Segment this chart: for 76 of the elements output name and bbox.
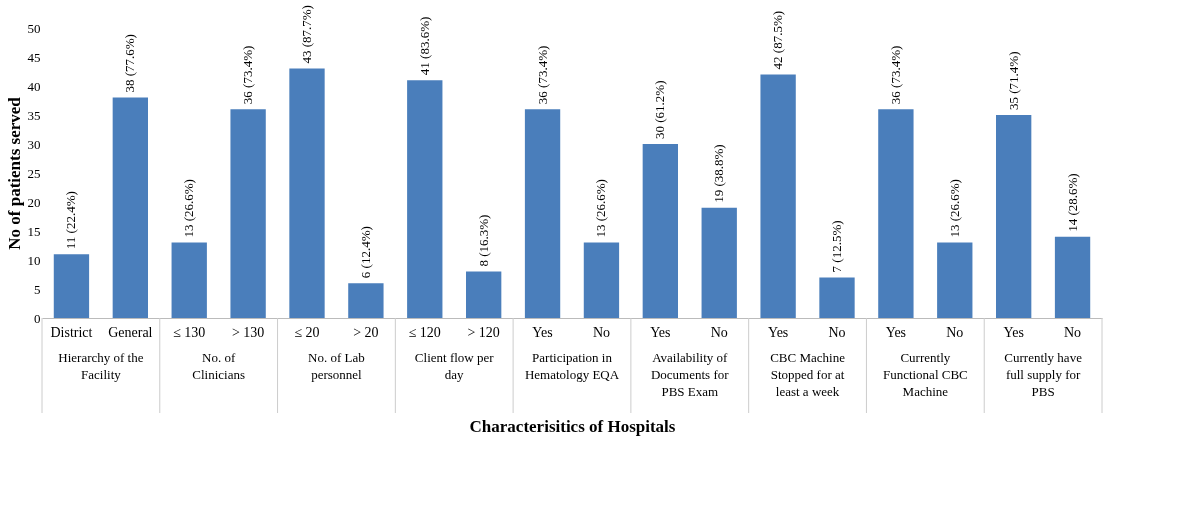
y-tick-label: 5 xyxy=(34,281,41,297)
data-label: 36 (73.4%) xyxy=(534,45,550,105)
data-label: 36 (73.4%) xyxy=(887,45,903,105)
text: No. of Clinicians xyxy=(192,350,246,382)
y-tick-label: 25 xyxy=(27,165,41,181)
y-tick-label: 35 xyxy=(27,107,41,123)
data-label: 19 (38.8%) xyxy=(711,144,727,203)
bar xyxy=(53,254,90,318)
data-label: 43 (87.7%) xyxy=(299,5,314,64)
y-tick-label: 15 xyxy=(27,223,41,239)
x-axis-title: Characterisitics of Hospitals xyxy=(469,416,676,436)
x-tick-label: ≤ 130 xyxy=(173,325,206,340)
x-tick-label: ≤ 20 xyxy=(294,325,320,340)
text: Currently have full supply for PBS xyxy=(1004,350,1083,399)
bar xyxy=(1054,236,1091,318)
data-label: 36 (73.4%) xyxy=(240,45,256,105)
y-tick-label: 45 xyxy=(27,49,41,65)
bar xyxy=(171,242,207,318)
text: Currently Functional CBC Machine xyxy=(882,350,968,399)
text: Hierarchy of the Facility xyxy=(58,350,144,382)
bar xyxy=(760,74,796,318)
bar xyxy=(878,109,914,318)
data-label: 7 (12.5%) xyxy=(829,220,844,273)
text: Availability of Documents for PBS Exam xyxy=(650,350,730,399)
x-tick-label: Yes xyxy=(532,325,553,340)
bar xyxy=(642,144,678,318)
data-label: 30 (61.2%) xyxy=(652,80,668,139)
data-label: 42 (87.5%) xyxy=(770,10,786,70)
data-label: 14 (28.6%) xyxy=(1064,173,1080,232)
data-label: 35 (71.4%) xyxy=(1005,51,1021,110)
x-tick-label: > 120 xyxy=(467,325,500,340)
bar xyxy=(289,68,325,318)
bar xyxy=(819,277,855,318)
text: No. of Lab personnel xyxy=(308,350,365,382)
data-label: 38 (77.6%) xyxy=(122,34,138,93)
text: Participation in Hematology EQA xyxy=(524,350,620,382)
data-label: 13 (26.6%) xyxy=(946,179,962,238)
x-tick-label: Yes xyxy=(767,325,789,340)
x-tick-label: No xyxy=(710,325,728,340)
y-tick-label: 20 xyxy=(27,194,41,210)
x-tick-label: > 20 xyxy=(353,325,379,340)
x-tick-label: ≤ 120 xyxy=(408,325,441,340)
x-tick-label: No xyxy=(946,325,964,340)
bar xyxy=(996,115,1032,318)
bar xyxy=(524,109,561,318)
y-tick-label: 10 xyxy=(27,252,41,268)
bar xyxy=(407,80,443,318)
x-tick-label: No xyxy=(828,325,846,340)
bar xyxy=(701,207,737,318)
data-label: 6 (12.4%) xyxy=(357,226,373,279)
bar xyxy=(348,283,384,318)
text: CBC Machine Stopped for at least a week xyxy=(770,350,846,399)
x-tick-label: Yes xyxy=(650,325,671,340)
y-axis-title: No of patients served xyxy=(4,96,24,250)
y-tick-label: 50 xyxy=(27,20,41,36)
x-tick-label: No xyxy=(1063,325,1082,340)
x-tick-label: > 130 xyxy=(231,325,265,340)
x-tick-label: No xyxy=(592,325,611,340)
bar xyxy=(937,242,973,318)
data-label: 8 (16.3%) xyxy=(475,214,491,267)
text: Client flow per day xyxy=(414,350,495,382)
x-tick-label: Yes xyxy=(1003,325,1024,340)
data-label: 41 (83.6%) xyxy=(416,16,432,76)
y-tick-label: 40 xyxy=(27,78,41,94)
data-label: 11 (22.4%) xyxy=(63,191,79,250)
y-tick-label: 0 xyxy=(34,310,41,326)
bar xyxy=(112,97,148,318)
x-tick-label: General xyxy=(108,325,153,340)
data-label: 13 (26.6%) xyxy=(181,179,197,238)
x-tick-label: District xyxy=(50,325,93,340)
data-label: 13 (26.6%) xyxy=(593,179,609,238)
y-tick-label: 30 xyxy=(27,136,41,152)
x-tick-label: Yes xyxy=(885,325,907,340)
bar xyxy=(466,271,502,318)
bar xyxy=(583,242,620,318)
bar xyxy=(230,109,266,318)
